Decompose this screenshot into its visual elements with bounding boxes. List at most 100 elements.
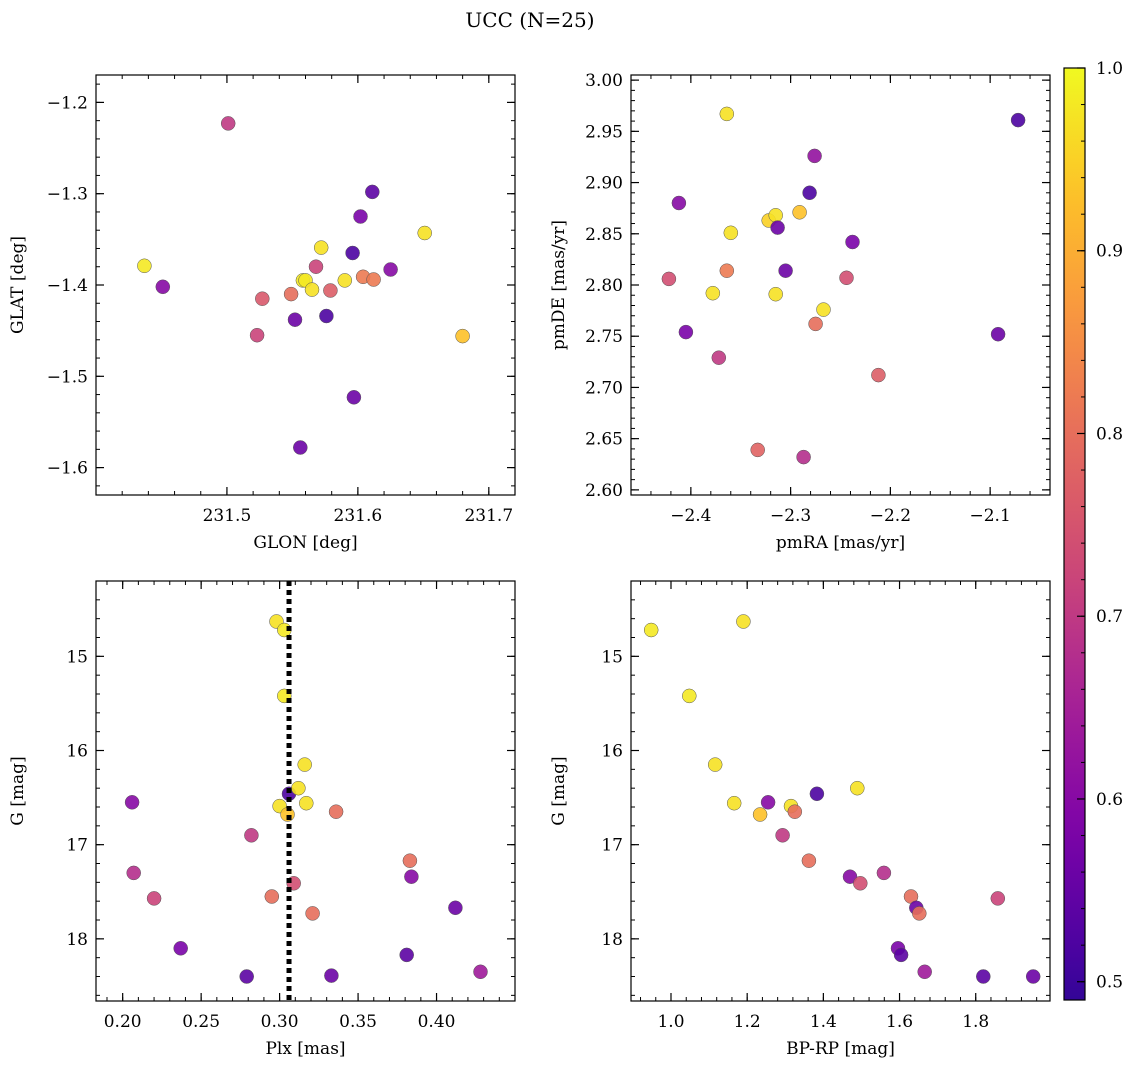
data-point [796,449,811,465]
y-tick-label: 3.00 [585,71,623,91]
data-point [1010,112,1026,128]
data-point [308,259,324,274]
data-point [448,900,463,916]
x-tick-label: 1.0 [657,1012,684,1032]
x-tick-label: −2.4 [670,506,711,526]
data-point [299,795,314,811]
x-tick-label: −2.3 [770,506,811,526]
x-tick-label: 1.4 [810,1012,837,1032]
figure-title: UCC (N=25) [465,8,594,32]
data-point [893,947,909,963]
data-point [313,240,329,255]
x-tick-label: 231.6 [334,506,383,526]
data-point [399,947,414,963]
y-tick-label: 2.80 [585,276,623,296]
data-point [264,889,280,904]
y-tick-label: 17 [66,836,88,856]
x-tick-label: 0.20 [104,1012,142,1032]
y-tick-label: 18 [601,930,623,950]
axes-frame [630,580,1051,1002]
data-point [775,828,790,843]
x-tick-label: 0.40 [418,1012,456,1032]
data-point [809,786,825,802]
data-point [249,327,265,343]
data-point [124,795,140,810]
data-point [137,258,152,274]
data-point [816,302,831,317]
data-point [287,312,303,327]
y-tick-label: 16 [66,742,88,762]
subplot-grid: 231.5 231.6 231.7 −1.2 −1.3 −1.4 −1.5 −1.6 GLON … [8,71,1051,1059]
data-point [750,442,765,458]
data-point [719,106,735,122]
data-point [220,116,236,131]
y-tick-label: 15 [66,647,88,667]
scatter-points [137,116,470,455]
data-point [768,208,783,223]
data-point [383,262,398,277]
x-tick-label: 0.25 [182,1012,220,1032]
data-point [661,271,677,287]
colorbar-gradient [1063,67,1086,1001]
data-point [770,220,785,235]
x-tick-label: 0.35 [339,1012,377,1032]
y-axis-label: G [mag] [549,756,569,825]
data-point [801,853,817,868]
data-point [768,286,783,302]
data-point [324,968,339,983]
x-tick-label: 1.8 [962,1012,989,1032]
data-point [404,869,419,884]
data-point [807,148,822,164]
data-point [319,308,334,324]
y-tick-label: −1.4 [47,276,88,296]
y-tick-label: −1.6 [47,459,88,479]
data-point [155,279,171,295]
x-tick-label: 231.7 [464,506,513,526]
data-point [455,328,470,344]
x-tick-label: −2.1 [970,506,1011,526]
subplot-glon-glat: 231.5 231.6 231.7 −1.2 −1.3 −1.4 −1.5 −1.6 GLON … [8,74,516,553]
y-tick-label: −1.3 [47,185,88,205]
data-point [917,964,932,980]
data-point [643,622,659,638]
colorbar-tick-label: 0.7 [1096,607,1123,627]
y-tick-label: 2.75 [585,327,623,347]
data-point [912,906,927,921]
data-point [839,270,854,286]
scatter-points [643,614,1041,984]
y-tick-label: 17 [601,836,623,856]
data-point [126,865,141,881]
y-tick-label: 15 [601,647,623,667]
data-point [678,324,694,340]
data-point [976,969,991,984]
data-point [402,853,418,868]
data-point [671,195,687,211]
x-axis-label: pmRA [mas/yr] [776,533,905,553]
axes-frame [95,580,516,1002]
y-axis-label: GLAT [deg] [8,236,28,334]
colorbar-tick-label: 0.5 [1096,973,1123,993]
y-tick-label: 16 [601,742,623,762]
data-point [346,390,362,405]
y-tick-label: 2.85 [585,225,623,245]
colorbar: 0.5 0.6 0.7 0.8 0.9 1.0 [1063,59,1123,1001]
x-tick-label: −2.2 [870,506,911,526]
data-point [705,285,721,301]
data-point [173,941,188,956]
scatter-points [661,106,1026,465]
data-point [802,185,817,201]
data-point [255,291,270,306]
data-point [304,282,320,297]
data-point [297,757,312,772]
data-point [244,828,259,843]
subplot-plx-g: 0.20 0.25 0.30 0.35 0.40 15 16 17 18 Plx [mas] G [… [8,580,516,1059]
y-tick-label: 2.65 [585,430,623,450]
data-point [842,869,858,884]
data-point [792,205,807,220]
data-point [723,225,739,241]
y-tick-label: 2.60 [585,481,623,501]
data-point [345,245,360,261]
data-point [845,234,860,250]
data-point [1025,969,1041,984]
